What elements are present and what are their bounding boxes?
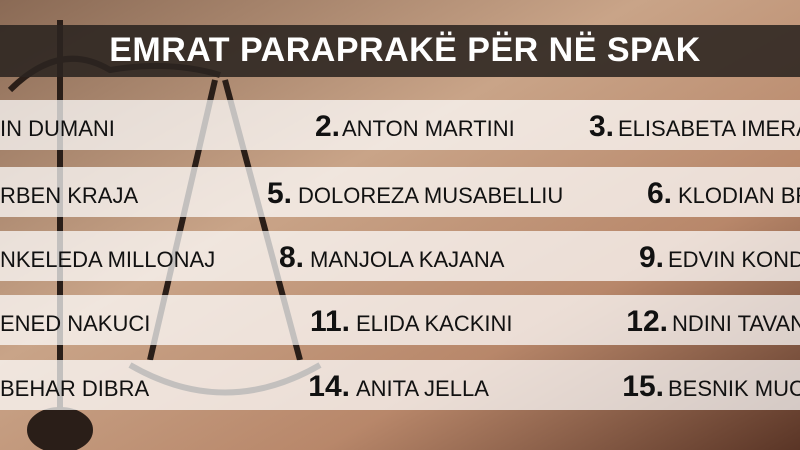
entry-number: 12. [626, 305, 668, 338]
entry-name: IN DUMANI [0, 116, 115, 141]
entry-name: RBEN KRAJA [0, 183, 138, 208]
entry-number: 9. [639, 241, 664, 274]
row-band [0, 100, 800, 150]
entry-number: 3. [589, 110, 614, 143]
row-band [0, 360, 800, 410]
entry-name: MANJOLA KAJANA [310, 247, 505, 272]
entry-name: BESNIK MUC [668, 376, 800, 401]
entry-name: ANITA JELLA [356, 376, 489, 401]
entry-name: ENED NAKUCI [0, 311, 150, 336]
entry-name: DOLOREZA MUSABELLIU [298, 183, 563, 208]
entry-number: 14. [308, 370, 350, 403]
entry-name: NDINI TAVAN [672, 311, 800, 336]
entry-number: 15. [622, 370, 664, 403]
entry-name: ELISABETA IMERA [618, 116, 800, 141]
entry-number: 11. [310, 305, 350, 338]
entry-name: ELIDA KACKINI [356, 311, 513, 336]
entry-number: 2. [315, 110, 340, 143]
entry-number: 5. [267, 177, 292, 210]
entry-number: 8. [279, 241, 304, 274]
entry-number: 6. [647, 177, 672, 210]
row-band [0, 295, 800, 345]
entry-name: KLODIAN BR [678, 183, 800, 208]
entry-name: EDVIN KOND [668, 247, 800, 272]
title-bar [0, 25, 800, 77]
entry-name: NKELEDA MILLONAJ [0, 247, 215, 272]
row-band [0, 231, 800, 281]
entry-name: ANTON MARTINI [342, 116, 515, 141]
title: EMRAT PARAPRAKË PËR NË SPAK [109, 31, 701, 69]
row-band [0, 167, 800, 217]
entry-name: BEHAR DIBRA [0, 376, 149, 401]
